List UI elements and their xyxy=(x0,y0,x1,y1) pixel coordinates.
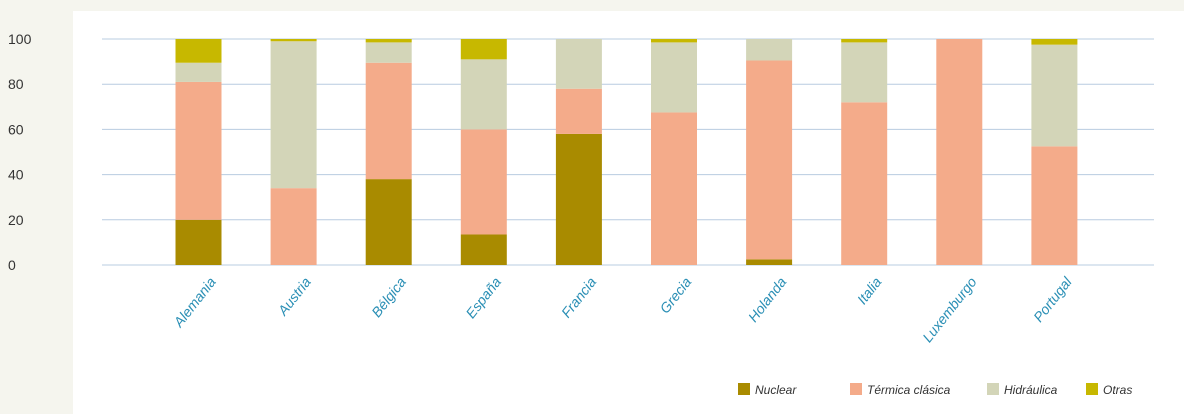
bar-segment-otras-portugal xyxy=(1031,39,1078,45)
bar-segment-hidr-ulica-portugal xyxy=(1031,44,1078,147)
legend-swatch xyxy=(850,383,862,395)
y-tick-label: 80 xyxy=(8,76,24,92)
bar-segment-nuclear-bélgica xyxy=(365,179,412,265)
legend-label: Nuclear xyxy=(755,383,797,397)
x-tick-label: Luxemburgo xyxy=(919,274,980,345)
bar-segment-nuclear-holanda xyxy=(746,259,793,265)
bar-segment-t-rmica-cl-sica-grecia xyxy=(651,112,697,265)
legend-label: Hidráulica xyxy=(1004,383,1058,397)
x-tick-label: Francia xyxy=(558,274,599,321)
x-axis-ticks: Alemania Austria Bélgica España Francia Greci… xyxy=(170,273,1076,345)
bar-segment-otras-españa xyxy=(460,39,507,60)
x-tick-label: Alemania xyxy=(170,274,219,331)
x-tick-label: Italia xyxy=(854,274,885,307)
bar-segment-nuclear-francia xyxy=(555,133,602,265)
legend-swatch xyxy=(738,383,750,395)
y-tick-label: 100 xyxy=(8,31,32,47)
y-axis-ticks: 0 20 40 60 80 100 xyxy=(8,31,32,273)
bar-segment-hidr-ulica-alemania xyxy=(175,62,222,82)
bar-segment-hidr-ulica-grecia xyxy=(651,42,697,113)
bar-segment-nuclear-españa xyxy=(460,234,507,265)
x-tick-label: Holanda xyxy=(745,274,790,325)
bar-segment-otras-austria xyxy=(270,39,317,42)
bar-segment-t-rmica-cl-sica-alemania xyxy=(175,81,222,220)
bar-segment-otras-alemania xyxy=(175,39,222,63)
bar-segment-t-rmica-cl-sica-portugal xyxy=(1031,146,1078,265)
y-tick-label: 0 xyxy=(8,257,16,273)
bars xyxy=(175,39,1078,265)
bar-segment-otras-italia xyxy=(841,39,888,43)
x-tick-label: Bélgica xyxy=(368,274,409,320)
bar-segment-hidr-ulica-holanda xyxy=(746,39,793,61)
bar-segment-t-rmica-cl-sica-holanda xyxy=(746,60,793,260)
legend-swatch xyxy=(987,383,999,395)
bar-segment-otras-grecia xyxy=(651,39,697,43)
legend: Nuclear Térmica clásica Hidráulica Otras xyxy=(738,383,1132,397)
bar-segment-t-rmica-cl-sica-austria xyxy=(270,188,317,265)
y-tick-label: 60 xyxy=(8,121,24,137)
bar-segment-t-rmica-cl-sica-luxemburgo xyxy=(936,39,983,265)
y-tick-label: 40 xyxy=(8,167,24,183)
y-tick-label: 20 xyxy=(8,212,24,228)
x-tick-label: Austria xyxy=(274,274,314,319)
bar-segment-hidr-ulica-italia xyxy=(841,42,888,103)
legend-label: Térmica clásica xyxy=(867,383,951,397)
bar-segment-t-rmica-cl-sica-francia xyxy=(555,88,602,134)
bar-segment-hidr-ulica-bélgica xyxy=(365,42,412,63)
bar-segment-t-rmica-cl-sica-bélgica xyxy=(365,62,412,180)
bar-segment-t-rmica-cl-sica-españa xyxy=(460,129,507,235)
bar-segment-hidr-ulica-francia xyxy=(555,39,602,89)
bar-segment-hidr-ulica-españa xyxy=(460,59,507,130)
bar-segment-hidr-ulica-austria xyxy=(270,41,317,189)
bar-segment-t-rmica-cl-sica-italia xyxy=(841,102,888,265)
bar-segment-otras-bélgica xyxy=(365,39,412,43)
gridlines xyxy=(102,38,1154,266)
bar-segment-nuclear-alemania xyxy=(175,219,222,265)
legend-swatch xyxy=(1086,383,1098,395)
x-tick-label: Grecia xyxy=(656,274,694,317)
x-tick-label: Portugal xyxy=(1030,273,1075,325)
chart-panel xyxy=(73,11,1184,414)
x-tick-label: España xyxy=(462,274,504,321)
legend-label: Otras xyxy=(1103,383,1132,397)
